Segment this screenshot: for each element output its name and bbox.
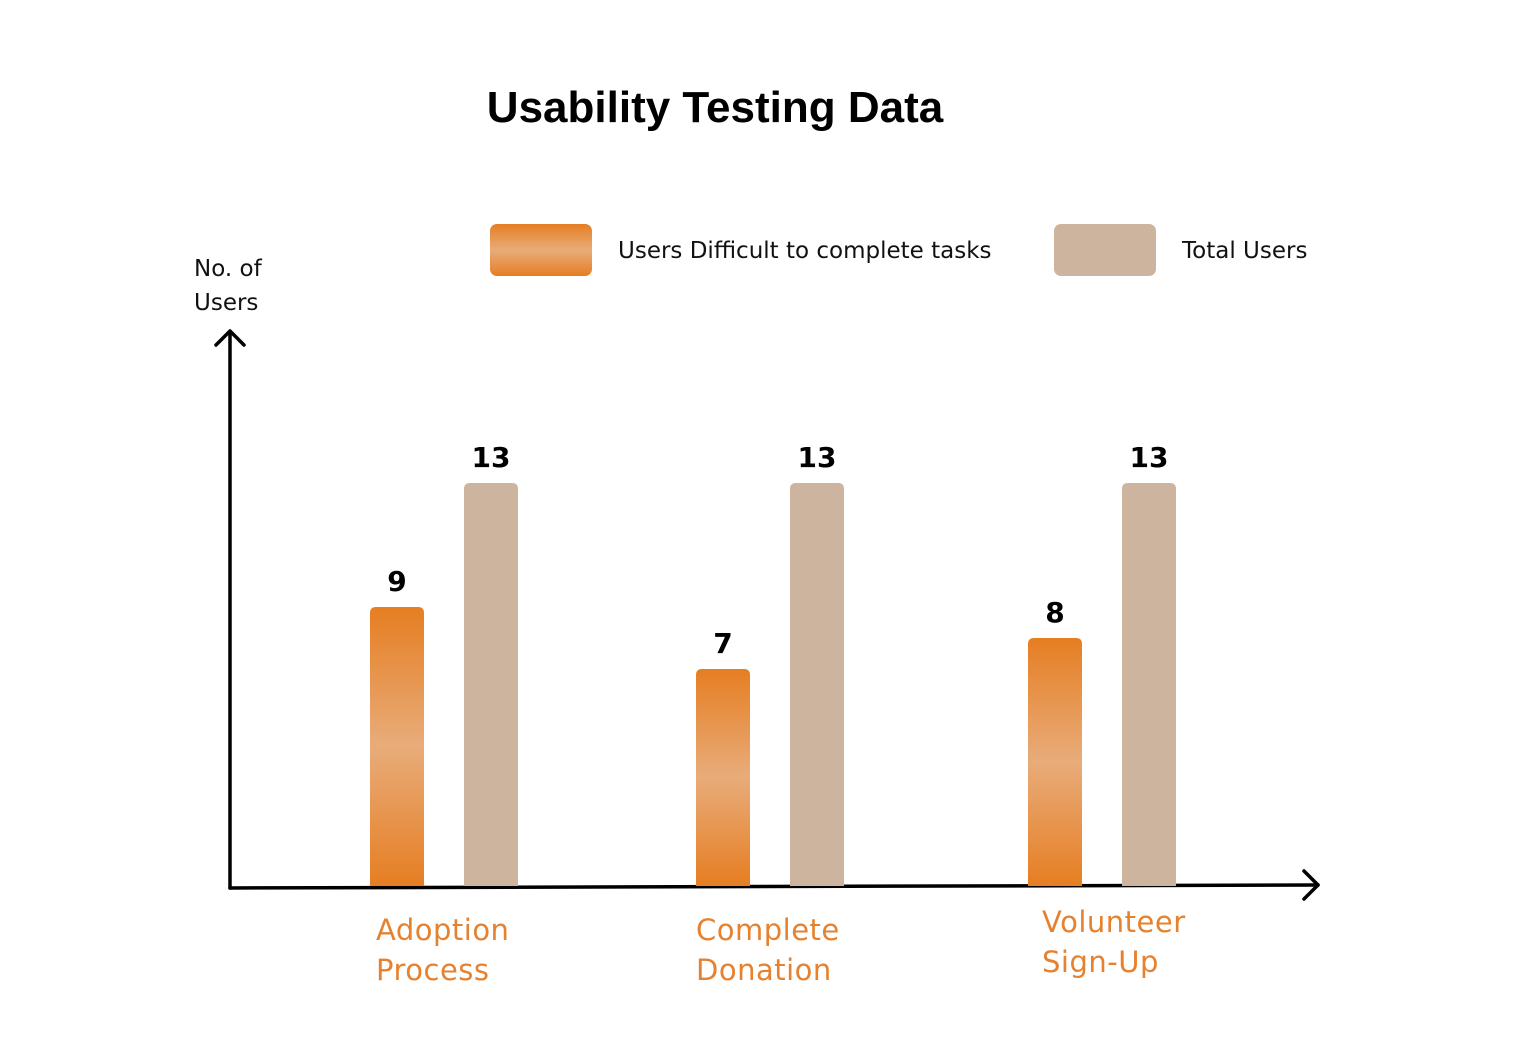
y-axis-label-line-1: No. of: [194, 256, 263, 282]
category-label-2-line-2: Sign-Up: [1042, 945, 1159, 979]
legend-swatch-total: [1054, 224, 1156, 276]
bar-difficult-2: [1028, 638, 1082, 886]
category-label-0-line-2: Process: [376, 953, 490, 987]
value-label-difficult-0: 9: [387, 565, 406, 598]
legend-label-difficult: Users Difficult to complete tasks: [618, 238, 992, 264]
bar-difficult-1: [696, 669, 750, 886]
y-axis-label-line-2: Users: [194, 290, 258, 316]
bar-total-1: [790, 483, 844, 886]
category-label-1-line-1: Complete: [696, 913, 840, 947]
category-label-1-line-2: Donation: [696, 953, 832, 987]
y-axis-arrow-icon: [214, 329, 246, 347]
legend: Users Difficult to complete tasks Total …: [490, 224, 1307, 276]
bar-total-0: [464, 483, 518, 886]
value-label-difficult-2: 8: [1045, 596, 1064, 629]
value-label-difficult-1: 7: [713, 627, 732, 660]
y-axis-label: No. of Users: [194, 256, 263, 316]
category-label-2-line-1: Volunteer: [1042, 905, 1186, 939]
chart-title: Usability Testing Data: [487, 83, 944, 132]
value-label-total-1: 13: [798, 441, 837, 474]
bar-difficult-0: [370, 607, 424, 886]
x-axis-arrow-icon: [1302, 869, 1320, 901]
bar-total-2: [1122, 483, 1176, 886]
bars: [370, 483, 1176, 886]
category-labels: Adoption Process Complete Donation Volunteer…: [376, 905, 1186, 987]
legend-label-total: Total Users: [1181, 238, 1307, 264]
value-label-total-2: 13: [1130, 441, 1169, 474]
value-label-total-0: 13: [472, 441, 511, 474]
legend-swatch-difficult: [490, 224, 592, 276]
value-labels: 9 13 7 13 8 13: [387, 441, 1168, 660]
category-label-0-line-1: Adoption: [376, 913, 509, 947]
